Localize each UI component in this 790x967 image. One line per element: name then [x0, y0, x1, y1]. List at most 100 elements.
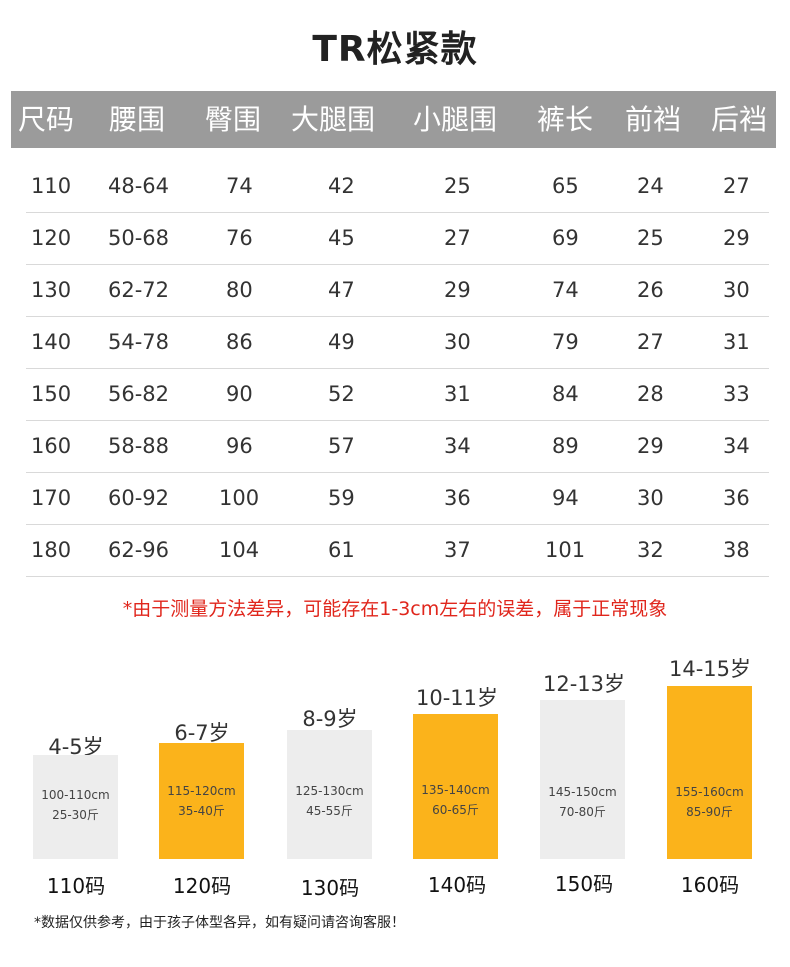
cell-length: 79: [552, 330, 579, 354]
cell-length: 89: [552, 434, 579, 458]
cell-back-rise: 33: [723, 382, 750, 406]
size-label: 110码: [46, 874, 106, 898]
weight-range: 25-30斤: [52, 808, 99, 822]
cell-hip: 100: [219, 486, 260, 510]
cell-front-rise: 28: [637, 382, 664, 406]
height-range: 100-110cm: [41, 788, 110, 802]
cell-size: 150: [31, 382, 72, 406]
cell-waist: 48-64: [108, 174, 170, 198]
height-range: 115-120cm: [167, 784, 236, 798]
age-label: 10-11岁: [415, 686, 499, 710]
cell-hip: 86: [226, 330, 253, 354]
cell-front-rise: 29: [637, 434, 664, 458]
cell-length: 65: [552, 174, 579, 198]
header-back-rise: 后裆: [711, 103, 768, 136]
cell-size: 180: [31, 538, 72, 562]
cell-calf: 25: [444, 174, 471, 198]
cell-front-rise: 27: [637, 330, 664, 354]
cell-size: 140: [31, 330, 72, 354]
table-row: 140 54-78 86 49 30 79 27 31: [26, 316, 769, 369]
age-label: 6-7岁: [174, 721, 230, 745]
cell-size: 130: [31, 278, 72, 302]
weight-range: 85-90斤: [686, 805, 733, 819]
size-box: 125-130cm 45-55斤: [287, 730, 372, 859]
table-row: 110 48-64 74 42 25 65 24 27: [26, 160, 769, 213]
cell-back-rise: 31: [723, 330, 750, 354]
size-box: 155-160cm 85-90斤: [667, 686, 752, 859]
weight-range: 45-55斤: [306, 804, 353, 818]
cell-front-rise: 30: [637, 486, 664, 510]
cell-size: 120: [31, 226, 72, 250]
cell-calf: 34: [444, 434, 471, 458]
cell-size: 110: [31, 174, 72, 198]
cell-calf: 31: [444, 382, 471, 406]
cell-hip: 74: [226, 174, 253, 198]
cell-waist: 54-78: [108, 330, 170, 354]
header-calf: 小腿围: [413, 103, 498, 136]
cell-waist: 58-88: [108, 434, 170, 458]
cell-thigh: 59: [328, 486, 355, 510]
header-length: 裤长: [537, 103, 594, 136]
height-range: 145-150cm: [548, 785, 617, 799]
height-range: 155-160cm: [675, 785, 744, 799]
age-label: 12-13岁: [542, 672, 626, 696]
cell-thigh: 52: [328, 382, 355, 406]
cell-hip: 104: [219, 538, 260, 562]
cell-length: 94: [552, 486, 579, 510]
height-range: 125-130cm: [295, 784, 364, 798]
cell-front-rise: 32: [637, 538, 664, 562]
cell-thigh: 57: [328, 434, 355, 458]
size-box: 100-110cm 25-30斤: [33, 755, 118, 859]
cell-back-rise: 27: [723, 174, 750, 198]
cell-calf: 36: [444, 486, 471, 510]
cell-hip: 90: [226, 382, 253, 406]
cell-waist: 62-96: [108, 538, 170, 562]
cell-front-rise: 24: [637, 174, 664, 198]
header-front-rise: 前裆: [625, 103, 682, 136]
cell-length: 101: [545, 538, 586, 562]
cell-size: 160: [31, 434, 72, 458]
cell-thigh: 47: [328, 278, 355, 302]
cell-thigh: 42: [328, 174, 355, 198]
cell-back-rise: 38: [723, 538, 750, 562]
cell-length: 69: [552, 226, 579, 250]
cell-hip: 96: [226, 434, 253, 458]
cell-calf: 30: [444, 330, 471, 354]
table-row: 150 56-82 90 52 31 84 28 33: [26, 368, 769, 421]
cell-back-rise: 34: [723, 434, 750, 458]
table-row: 120 50-68 76 45 27 69 25 29: [26, 212, 769, 265]
cell-length: 74: [552, 278, 579, 302]
cell-length: 84: [552, 382, 579, 406]
header-thigh: 大腿围: [291, 103, 376, 136]
cell-calf: 37: [444, 538, 471, 562]
disclaimer-footer: *数据仅供参考，由于孩子体型各异，如有疑问请咨询客服！: [34, 915, 405, 931]
weight-range: 60-65斤: [432, 803, 479, 817]
size-box: 115-120cm 35-40斤: [159, 743, 244, 859]
header-hip: 臀围: [205, 103, 262, 136]
cell-waist: 62-72: [108, 278, 170, 302]
weight-range: 35-40斤: [178, 804, 225, 818]
cell-back-rise: 29: [723, 226, 750, 250]
table-row: 180 62-96 104 61 37 101 32 38: [26, 524, 769, 577]
age-label: 14-15岁: [668, 657, 752, 681]
cell-hip: 80: [226, 278, 253, 302]
cell-back-rise: 30: [723, 278, 750, 302]
size-box: 145-150cm 70-80斤: [540, 700, 625, 859]
cell-size: 170: [31, 486, 72, 510]
cell-calf: 29: [444, 278, 471, 302]
size-label: 130码: [300, 876, 360, 900]
header-waist: 腰围: [109, 103, 166, 136]
cell-front-rise: 26: [637, 278, 664, 302]
cell-calf: 27: [444, 226, 471, 250]
cell-thigh: 61: [328, 538, 355, 562]
cell-waist: 50-68: [108, 226, 170, 250]
cell-back-rise: 36: [723, 486, 750, 510]
size-label: 140码: [427, 873, 487, 897]
size-label: 150码: [554, 872, 614, 896]
size-box: 135-140cm 60-65斤: [413, 714, 498, 859]
weight-range: 70-80斤: [559, 805, 606, 819]
cell-waist: 60-92: [108, 486, 170, 510]
measurement-note: *由于测量方法差异，可能存在1-3cm左右的误差，属于正常现象: [122, 598, 668, 620]
table-row: 170 60-92 100 59 36 94 30 36: [26, 472, 769, 525]
table-header: 尺码 腰围 臀围 大腿围 小腿围 裤长 前裆 后裆: [11, 91, 776, 148]
